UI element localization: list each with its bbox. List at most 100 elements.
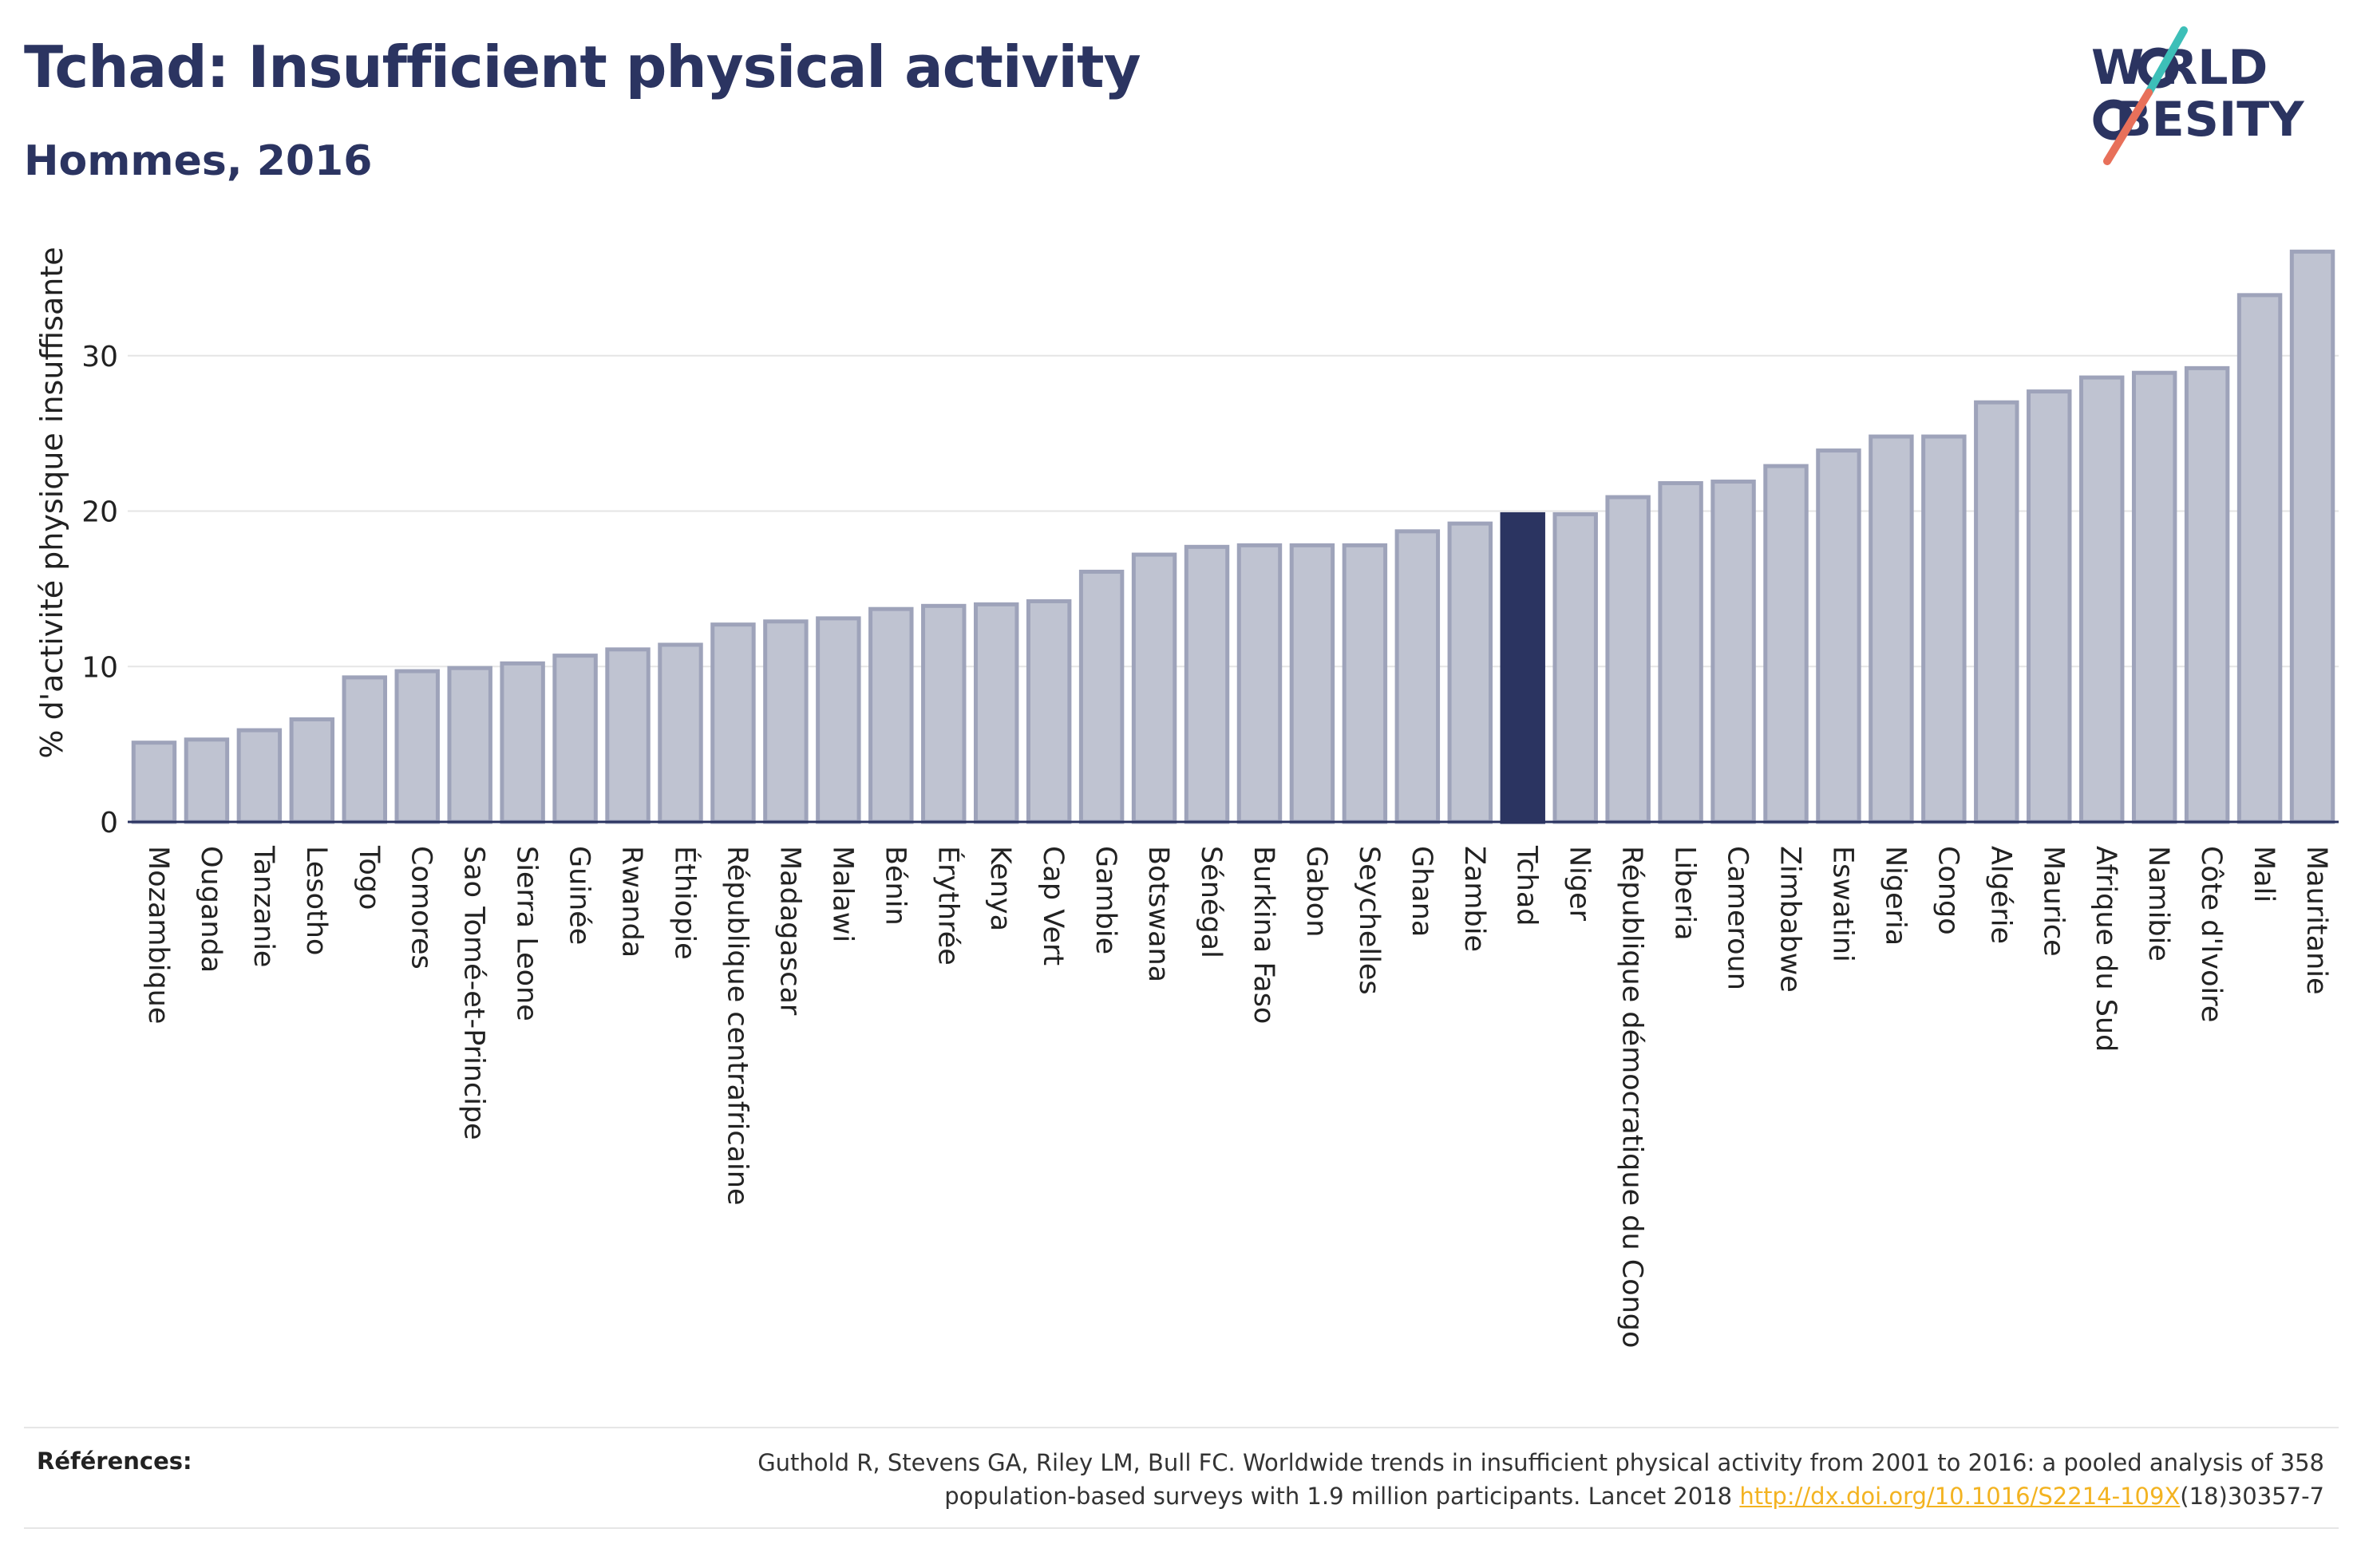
x-tick-label: Togo — [353, 845, 385, 910]
bar — [289, 717, 335, 824]
x-tick-label: Lesotho — [300, 846, 332, 955]
reference-line-2-pre: population-based surveys with 1.9 millio… — [944, 1483, 1740, 1510]
logo-slash-coral-icon — [2103, 89, 2153, 165]
bar — [1026, 598, 1072, 824]
x-tick-label: Gabon — [1300, 846, 1332, 937]
y-tick-label: 10 — [81, 651, 118, 684]
bar — [2078, 375, 2125, 824]
x-tick-label: Érythrée — [931, 846, 965, 966]
y-tick-label: 30 — [81, 341, 118, 373]
axes: 0 10 20 30 Mozambique Ouganda Tanzanie Lesotho T… — [81, 341, 2339, 1348]
x-tick-label: Zimbabwe — [1774, 846, 1806, 993]
x-tick-label: Maurice — [2037, 846, 2069, 957]
x-tick-label: Nigeria — [1879, 846, 1911, 946]
x-tick-label: Namibie — [2142, 846, 2174, 962]
world-obesity-logo: W RLD BESITY — [2091, 26, 2305, 165]
x-tick-label: Ouganda — [195, 846, 227, 973]
bars — [131, 249, 2335, 824]
bar — [1921, 434, 1967, 824]
bar — [131, 741, 177, 824]
bar — [552, 654, 598, 824]
x-tick-label: Guinée — [564, 846, 595, 945]
bar — [342, 675, 388, 824]
x-tick-label: Kenya — [984, 846, 1016, 931]
bar — [1342, 543, 1388, 824]
bar — [1184, 544, 1230, 824]
y-axis-title: % d'activité physique insuffisante — [34, 247, 69, 758]
bar — [1394, 529, 1441, 824]
x-tick-label: Sénégal — [1195, 846, 1227, 958]
chart-subtitle: Hommes, 2016 — [24, 137, 373, 185]
x-tick-label: Eswatini — [1826, 846, 1858, 962]
bar — [1605, 495, 1651, 824]
bar — [763, 619, 809, 824]
bar — [1710, 480, 1756, 824]
bar — [658, 642, 703, 824]
x-tick-label: Malawi — [826, 846, 858, 942]
bar-highlight — [1500, 511, 1545, 824]
chart-title: Tchad: Insufficient physical activity — [24, 34, 1141, 101]
x-tick-label: Rwanda — [616, 846, 648, 958]
bar — [1816, 448, 1861, 824]
x-tick-label: Sao Tomé-et-Principe — [458, 846, 490, 1140]
bar — [1552, 511, 1598, 824]
bar — [1869, 434, 1914, 824]
reference-line-1: Guthold R, Stevens GA, Riley LM, Bull FC… — [757, 1449, 2324, 1476]
x-tick-label: Mali — [2248, 846, 2280, 902]
x-tick-label: Algérie — [1984, 846, 2016, 944]
grid-lines — [128, 354, 2339, 668]
x-tick-label: Ghana — [1406, 846, 1438, 937]
bar — [2027, 389, 2072, 824]
x-tick-label: Burkina Faso — [1248, 846, 1279, 1024]
bar — [2184, 365, 2230, 824]
x-tick-label: Bénin — [879, 846, 911, 926]
x-tick-label: Cameroun — [1722, 846, 1754, 990]
x-tick-label: Afrique du Sud — [2090, 846, 2122, 1052]
x-tick-label: Gambie — [1090, 846, 1121, 954]
bar — [605, 647, 651, 824]
bar — [1078, 569, 1125, 824]
bar — [973, 602, 1019, 824]
doi-link[interactable]: http://dx.doi.org/10.1016/S2214-109X — [1739, 1483, 2181, 1510]
bar — [2289, 249, 2335, 824]
bar — [921, 603, 967, 824]
bar — [1131, 552, 1177, 824]
bar — [1658, 480, 1703, 824]
bar — [500, 661, 545, 824]
logo-o-top-icon — [2138, 47, 2179, 89]
bar — [236, 728, 283, 824]
x-tick-label: République démocratique du Congo — [1616, 846, 1648, 1348]
x-tick-label: Mozambique — [142, 846, 174, 1024]
x-tick-label: Congo — [1932, 846, 1964, 935]
bar — [447, 666, 492, 824]
reference-line-2-post: (18)30357-7 — [2180, 1483, 2324, 1510]
x-tick-label: Cap Vert — [1037, 846, 1069, 966]
x-tick-label: Éthiopie — [669, 846, 702, 960]
x-tick-label: Niger — [1564, 846, 1596, 922]
x-tick-label: Seychelles — [1353, 846, 1385, 995]
bar — [1289, 543, 1335, 824]
x-tick-label: République centrafricaine — [721, 846, 753, 1206]
x-tick-label: Mauritanie — [2300, 846, 2332, 995]
logo-line-1: W RLD — [2091, 40, 2268, 96]
bar — [816, 616, 861, 824]
x-tick-label: Liberia — [1669, 846, 1701, 941]
bar — [2236, 293, 2283, 824]
references-text: Guthold R, Stevens GA, Riley LM, Bull FC… — [488, 1446, 2324, 1513]
bar — [184, 737, 230, 824]
bar — [1974, 400, 2019, 824]
bar — [868, 606, 914, 824]
references-label: Références: — [37, 1448, 192, 1475]
x-tick-label: Botswana — [1142, 846, 1174, 982]
bar — [2131, 370, 2177, 824]
bar-chart: 0 10 20 30 Mozambique Ouganda Tanzanie Lesotho T… — [34, 247, 2339, 1348]
bar — [1236, 543, 1283, 824]
references-box: Références: Guthold R, Stevens GA, Riley… — [24, 1427, 2339, 1529]
bar — [1447, 521, 1493, 824]
y-tick-label: 20 — [81, 496, 118, 529]
x-tick-label: Sierra Leone — [511, 846, 543, 1021]
x-tick-label: Comores — [405, 846, 437, 970]
logo-slash-teal-icon — [2145, 26, 2188, 97]
bar — [710, 622, 756, 824]
x-tick-label: Tchad — [1511, 845, 1543, 926]
